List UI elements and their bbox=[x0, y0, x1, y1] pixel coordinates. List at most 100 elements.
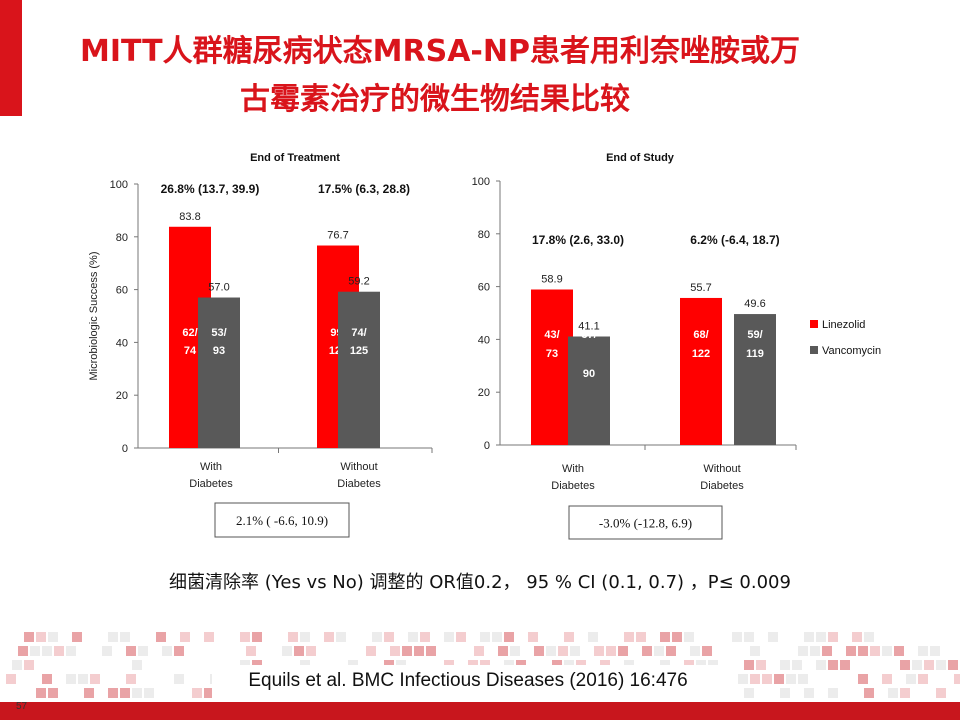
odds-ratio-caption: 细菌清除率 (Yes vs No) 调整的 OR值0.2， 95 % CI (0… bbox=[169, 572, 791, 593]
pattern-square bbox=[744, 688, 754, 698]
bar-count-label: 125 bbox=[350, 345, 368, 357]
bar-value-label: 76.7 bbox=[327, 230, 348, 242]
citation-box bbox=[212, 665, 724, 698]
pattern-square bbox=[420, 632, 430, 642]
pattern-square bbox=[744, 660, 754, 670]
pattern-square bbox=[18, 646, 28, 656]
pattern-square bbox=[930, 646, 940, 656]
pattern-square bbox=[408, 632, 418, 642]
pattern-square bbox=[138, 646, 148, 656]
pattern-square bbox=[762, 674, 772, 684]
difference-box-text: 2.1% ( -6.6, 10.9) bbox=[236, 513, 328, 528]
pattern-square bbox=[534, 646, 544, 656]
pattern-square bbox=[174, 674, 184, 684]
pattern-square bbox=[636, 632, 646, 642]
bar-count-label: 62/ bbox=[182, 327, 197, 339]
legend-swatch-linezolid bbox=[810, 320, 818, 328]
difference-box bbox=[568, 505, 723, 540]
pattern-square bbox=[474, 646, 484, 656]
pattern-square bbox=[504, 632, 514, 642]
pattern-square bbox=[546, 646, 556, 656]
bar-vancomycin-2 bbox=[338, 291, 380, 448]
pattern-square bbox=[300, 632, 310, 642]
difference-label: 26.8% (13.7, 39.9) bbox=[161, 182, 260, 196]
bar-value-label: 59.2 bbox=[348, 276, 369, 288]
bar-count-label: 74/ bbox=[351, 327, 366, 339]
pattern-square bbox=[912, 660, 922, 670]
pattern-square bbox=[54, 646, 64, 656]
bar-count-label: 119 bbox=[746, 348, 764, 360]
y-tick-label: 0 bbox=[122, 443, 128, 455]
pattern-square bbox=[804, 632, 814, 642]
bar-value-label: 55.7 bbox=[690, 282, 711, 294]
pattern-square bbox=[6, 674, 16, 684]
slide-title-line2: 古霉素治疗的微生物结果比较 bbox=[240, 82, 630, 117]
chart-title: End of Study bbox=[606, 152, 675, 164]
pattern-square bbox=[372, 632, 382, 642]
bar-value-label: 49.6 bbox=[744, 298, 765, 310]
pattern-square bbox=[732, 632, 742, 642]
legend-label-vancomycin: Vancomycin bbox=[822, 345, 881, 357]
pattern-square bbox=[750, 674, 760, 684]
pattern-square bbox=[768, 632, 778, 642]
pattern-square bbox=[48, 632, 58, 642]
pattern-square bbox=[882, 674, 892, 684]
chart-title: End of Treatment bbox=[250, 152, 340, 164]
difference-label: 17.5% (6.3, 28.8) bbox=[318, 182, 410, 196]
pattern-square bbox=[192, 688, 202, 698]
pattern-square bbox=[744, 632, 754, 642]
chart-1: End of Treatment 0 20 40 60 80 100 Microbiologi… bbox=[88, 152, 433, 538]
pattern-square bbox=[786, 674, 796, 684]
pattern-square bbox=[156, 632, 166, 642]
pattern-square bbox=[702, 646, 712, 656]
pattern-square bbox=[936, 688, 946, 698]
pattern-square bbox=[426, 646, 436, 656]
pattern-square bbox=[120, 688, 130, 698]
pattern-square bbox=[738, 674, 748, 684]
pattern-square bbox=[528, 632, 538, 642]
pattern-square bbox=[126, 646, 136, 656]
legend-swatch-vancomycin bbox=[810, 346, 818, 354]
pattern-square bbox=[558, 646, 568, 656]
pattern-square bbox=[48, 688, 58, 698]
y-axis-label: Microbiologic Success (%) bbox=[88, 252, 100, 381]
chart-2: End of Study 0 20 40 60 80 100 58.9 43/73 41.137/… bbox=[472, 152, 797, 540]
bar-count-label: 74 bbox=[184, 345, 197, 357]
pattern-square bbox=[858, 646, 868, 656]
bar-count-label: 73 bbox=[546, 348, 558, 360]
pattern-square bbox=[588, 632, 598, 642]
pattern-square bbox=[336, 632, 346, 642]
bottom-bar bbox=[0, 702, 960, 720]
difference-label: 17.8% (2.6, 33.0) bbox=[532, 233, 624, 247]
pattern-square bbox=[870, 646, 880, 656]
pattern-square bbox=[570, 646, 580, 656]
pattern-square bbox=[924, 660, 934, 670]
pattern-square bbox=[846, 646, 856, 656]
pattern-square bbox=[366, 646, 376, 656]
pattern-square bbox=[954, 674, 960, 684]
pattern-square bbox=[564, 632, 574, 642]
pattern-square bbox=[252, 632, 262, 642]
pattern-square bbox=[858, 674, 868, 684]
pattern-square bbox=[102, 646, 112, 656]
pattern-square bbox=[774, 674, 784, 684]
bar-vancomycin-1 bbox=[198, 297, 240, 448]
pattern-square bbox=[144, 688, 154, 698]
pattern-square bbox=[492, 632, 502, 642]
pattern-square bbox=[390, 646, 400, 656]
bar-value-label: 57.0 bbox=[208, 282, 229, 294]
pattern-square bbox=[180, 632, 190, 642]
pattern-square bbox=[864, 688, 874, 698]
y-tick-label: 80 bbox=[478, 229, 490, 241]
bar-value-label: 58.9 bbox=[541, 274, 562, 286]
pattern-square bbox=[120, 632, 130, 642]
pattern-square bbox=[24, 660, 34, 670]
pattern-square bbox=[798, 646, 808, 656]
bar-vancomycin-2 bbox=[734, 314, 776, 445]
pattern-square bbox=[810, 646, 820, 656]
pattern-square bbox=[132, 688, 142, 698]
bar-count-label: 93 bbox=[213, 345, 225, 357]
category-label: Diabetes bbox=[337, 478, 381, 490]
bar-count-label: 37/ bbox=[581, 329, 596, 341]
pattern-square bbox=[108, 688, 118, 698]
